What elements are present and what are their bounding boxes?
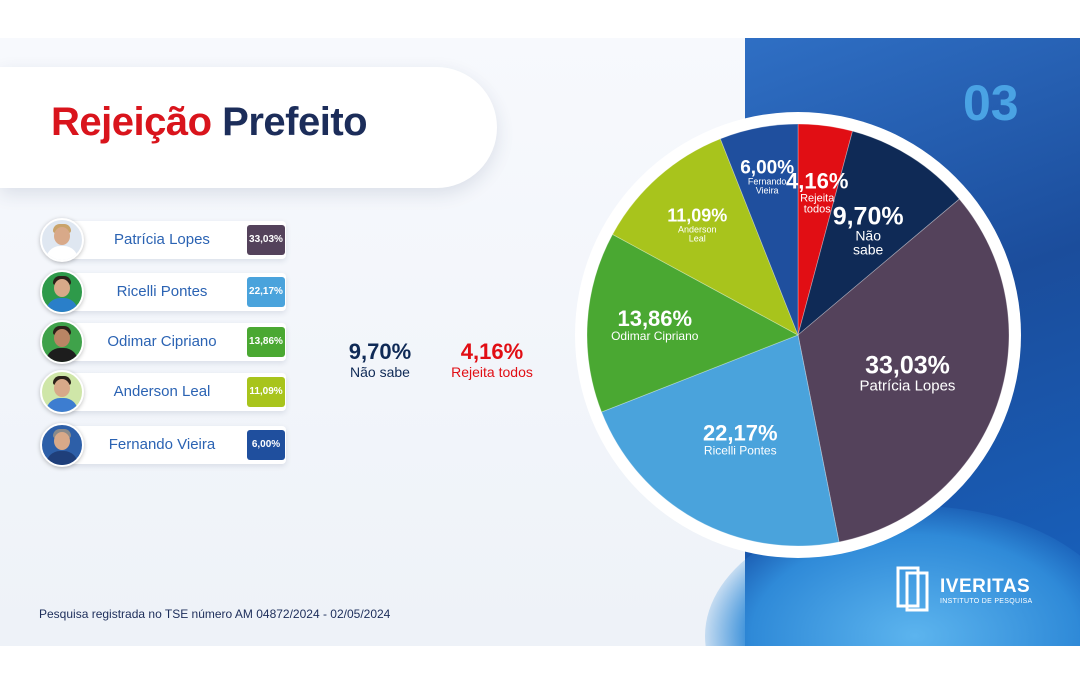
- page-title: Rejeição Prefeito: [51, 100, 368, 145]
- page-number: 03: [963, 75, 1019, 131]
- pie-slice-odimar-cipriano: [586, 233, 799, 413]
- logo-subtitle: INSTITUTO DE PESQUISA: [940, 598, 1033, 605]
- pie-category-label: Fernando: [748, 176, 787, 186]
- stat-label: Não sabe: [350, 364, 410, 380]
- pie-value-label: 6,00%: [740, 157, 794, 178]
- pie-value-label: 13,86%: [617, 306, 692, 331]
- stat-rejeita-todos: 4,16% Rejeita todos: [438, 339, 546, 381]
- man-portrait-icon: [40, 320, 84, 364]
- candidate-pct-badge: 6,00%: [247, 430, 285, 460]
- candidate-row: Odimar Cipriano 13,86%: [40, 320, 288, 364]
- candidate-row: Anderson Leal 11,09%: [40, 370, 288, 414]
- candidate-row: Fernando Vieira 6,00%: [40, 423, 288, 467]
- pie-slice-anderson-leal: [611, 138, 799, 336]
- footer-note: Pesquisa registrada no TSE número AM 048…: [39, 607, 391, 621]
- candidate-name: Patrícia Lopes: [114, 231, 210, 248]
- pie-category-label: Anderson: [678, 224, 717, 234]
- candidate-row: Ricelli Pontes 22,17%: [40, 270, 288, 314]
- man-portrait-icon: [40, 370, 84, 414]
- title-word-rejeicao: Rejeição: [51, 100, 212, 144]
- pie-category-label: Não: [855, 228, 881, 244]
- pie-category-label: Ricelli Pontes: [704, 444, 777, 458]
- title-banner: [0, 67, 497, 188]
- candidate-name: Fernando Vieira: [108, 436, 216, 453]
- title-word-prefeito: Prefeito: [222, 100, 368, 144]
- woman-portrait-icon: [40, 218, 84, 262]
- iveritas-logo: IVERITAS INSTITUTO DE PESQUISA: [896, 566, 1036, 612]
- candidate-pct-badge: 13,86%: [247, 327, 285, 357]
- pie-value-label: 11,09%: [667, 205, 727, 225]
- pie-slice-nao-sabe: [797, 130, 960, 337]
- logo-brand: IVERITAS: [940, 576, 1031, 597]
- pie-category-label: Odimar Cipriano: [611, 329, 699, 343]
- man-portrait-icon: [40, 423, 84, 467]
- logo-mark-icon: [896, 566, 929, 612]
- pie-category-label: Patrícia Lopes: [860, 377, 956, 394]
- stat-value: 9,70%: [348, 339, 412, 364]
- pie-value-label: 22,17%: [703, 421, 778, 446]
- pie-value-label: 33,03%: [865, 351, 950, 379]
- pie-value-label: 4,16%: [786, 169, 848, 194]
- stat-label: Rejeita todos: [451, 364, 533, 380]
- pie-slices: [586, 123, 1010, 547]
- candidate-pct-badge: 22,17%: [247, 277, 285, 307]
- man-portrait-icon: [40, 270, 84, 314]
- candidate-row: Patrícia Lopes 33,03%: [40, 218, 288, 262]
- candidate-name: Odimar Cipriano: [107, 333, 217, 350]
- pie-slice-rejeita-todos: [797, 123, 854, 336]
- candidate-pct-badge: 11,09%: [247, 377, 285, 407]
- candidate-pct-badge: 33,03%: [247, 225, 285, 255]
- candidate-name: Ricelli Pontes: [116, 283, 208, 300]
- pie-slice-ricelli-pontes: [601, 334, 840, 547]
- bottom-margin: [0, 646, 1080, 687]
- pie-category-label: sabe: [853, 242, 884, 258]
- stat-nao-sabe: 9,70% Não sabe: [340, 339, 420, 381]
- stat-value: 4,16%: [460, 339, 524, 364]
- candidate-name: Anderson Leal: [113, 383, 211, 400]
- pie-category-label: Vieira: [756, 185, 779, 195]
- pie-category-label: todos: [804, 204, 831, 216]
- pie-slice-patricia-lopes: [797, 198, 1010, 543]
- pie-value-label: 9,70%: [833, 203, 904, 231]
- pie-category-label: Leal: [689, 233, 706, 243]
- pie-category-label: Rejeita: [800, 193, 835, 205]
- pie-slice-fernando-vieira: [719, 123, 799, 336]
